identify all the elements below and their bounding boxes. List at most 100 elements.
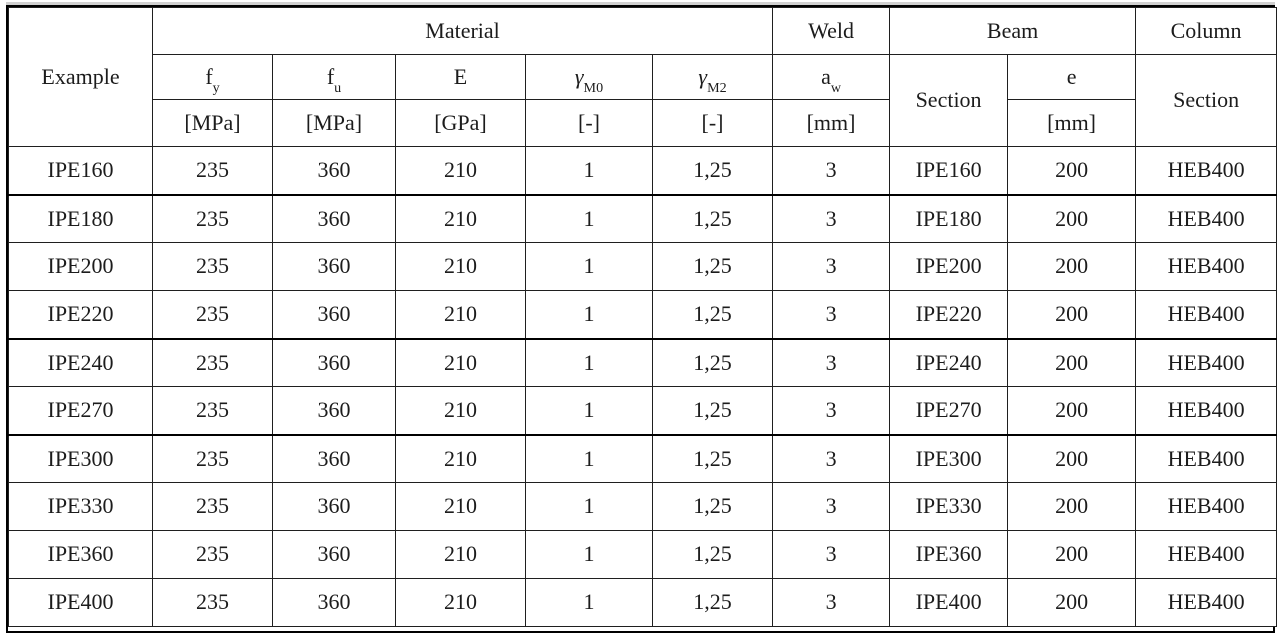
unit-aw: [mm] xyxy=(772,99,891,147)
header-example: Example xyxy=(8,7,153,147)
table-header: Example Material Weld Beam Column fy fu … xyxy=(8,7,1278,147)
table-cell: IPE300 xyxy=(889,434,1009,483)
table-cell: IPE180 xyxy=(889,194,1009,243)
table-cell: 360 xyxy=(272,530,396,579)
table-cell: 210 xyxy=(395,194,526,243)
header-fy: fy xyxy=(152,54,273,100)
table-row: IPE240 235 360 210 1 1,25 3 IPE240 200 HEB400 xyxy=(8,338,1278,387)
table-cell: IPE160 xyxy=(8,146,153,196)
table-cell: 1,25 xyxy=(651,194,774,243)
table-cell: 235 xyxy=(152,578,273,627)
table-cell: 360 xyxy=(272,242,396,291)
table-cell: 3 xyxy=(772,146,891,196)
table-cell: 1,25 xyxy=(651,338,774,387)
table-cell: 235 xyxy=(152,194,273,243)
table-cell: 360 xyxy=(272,578,396,627)
header-group-column: Column xyxy=(1135,7,1278,55)
table-cell: 360 xyxy=(272,194,396,243)
eccentricity-symbol: e xyxy=(1066,63,1077,89)
table-cell: 1,25 xyxy=(651,530,774,579)
table-cell: 200 xyxy=(1007,482,1137,531)
table-cell: 3 xyxy=(772,290,891,340)
fu-symbol: f xyxy=(326,63,335,89)
table-cell: 210 xyxy=(395,290,526,340)
table-cell: 235 xyxy=(152,434,273,483)
header-elastic-modulus: E xyxy=(395,54,526,100)
table-cell: 1,25 xyxy=(651,290,774,340)
table-cell: 210 xyxy=(395,530,526,579)
table-cell: 360 xyxy=(272,290,396,340)
table-cell: IPE240 xyxy=(889,338,1009,387)
table-cell: 1 xyxy=(525,194,653,243)
table-cell: 360 xyxy=(272,338,396,387)
table-cell: 210 xyxy=(395,338,526,387)
table-cell: 1 xyxy=(525,338,653,387)
header-eccentricity: e xyxy=(1007,54,1137,100)
header-gamma-m2: γM2 xyxy=(651,54,774,100)
table-cell: IPE160 xyxy=(889,146,1009,196)
gamma-m0-subscript: M0 xyxy=(583,79,604,96)
table-cell: IPE240 xyxy=(8,338,153,387)
table-cell: 3 xyxy=(772,578,891,627)
aw-subscript: w xyxy=(830,79,842,96)
table-cell: 200 xyxy=(1007,194,1137,243)
header-group-material: Material xyxy=(151,7,774,55)
table-cell: 3 xyxy=(772,530,891,579)
table-cell: IPE180 xyxy=(8,194,153,243)
table-cell: IPE270 xyxy=(889,386,1009,436)
table-cell: HEB400 xyxy=(1135,146,1278,196)
table-cell: 1,25 xyxy=(651,242,774,291)
unit-fy: [MPa] xyxy=(152,99,273,147)
table-cell: 235 xyxy=(152,482,273,531)
header-group-beam: Beam xyxy=(889,7,1137,55)
table-cell: 235 xyxy=(152,530,273,579)
table-cell: 200 xyxy=(1007,530,1137,579)
table-body: IPE160 235 360 210 1 1,25 3 IPE160 200 HEB400 IPE1… xyxy=(8,146,1278,627)
header-beam-section: Section xyxy=(889,54,1009,147)
table-cell: HEB400 xyxy=(1135,194,1278,243)
table-cell: 360 xyxy=(272,386,396,436)
table-cell: 1 xyxy=(525,386,653,436)
table-row: IPE270 235 360 210 1 1,25 3 IPE270 200 HEB400 xyxy=(8,386,1278,436)
table-cell: 1,25 xyxy=(651,434,774,483)
table-cell: 360 xyxy=(272,146,396,196)
table-cell: 3 xyxy=(772,338,891,387)
header-group-row: Example Material Weld Beam Column xyxy=(8,7,1278,147)
unit-eccentricity: [mm] xyxy=(1007,99,1137,147)
table-cell: 1 xyxy=(525,482,653,531)
table-cell: 1 xyxy=(525,530,653,579)
table-cell: IPE400 xyxy=(8,578,153,627)
fu-subscript: u xyxy=(334,79,342,96)
table-cell: IPE300 xyxy=(8,434,153,483)
gamma-m2-symbol: γ xyxy=(698,63,708,89)
table-cell: 3 xyxy=(772,194,891,243)
table-cell: IPE270 xyxy=(8,386,153,436)
table-cell: 360 xyxy=(272,482,396,531)
header-units-row: [MPa] [MPa] [GPa] [-] [-] [mm] [mm] xyxy=(9,99,1277,147)
table-cell: 1,25 xyxy=(651,482,774,531)
table-cell: HEB400 xyxy=(1135,578,1278,627)
table-cell: 1,25 xyxy=(651,146,774,196)
unit-gamma-m2: [-] xyxy=(651,99,774,147)
table-cell: HEB400 xyxy=(1135,386,1278,436)
header-gamma-m0: γM0 xyxy=(525,54,653,100)
table-cell: 1 xyxy=(525,290,653,340)
table-row: IPE160 235 360 210 1 1,25 3 IPE160 200 HEB400 xyxy=(8,146,1278,196)
table-cell: 1,25 xyxy=(651,386,774,436)
table-cell: IPE330 xyxy=(889,482,1009,531)
table-cell: 235 xyxy=(152,290,273,340)
table-cell: IPE220 xyxy=(889,290,1009,340)
header-fu: fu xyxy=(272,54,396,100)
table-cell: 235 xyxy=(152,146,273,196)
table-cell: HEB400 xyxy=(1135,242,1278,291)
gamma-m0-symbol: γ xyxy=(574,63,584,89)
table-cell: IPE360 xyxy=(889,530,1009,579)
table-cell: 1 xyxy=(525,434,653,483)
table-cell: 210 xyxy=(395,578,526,627)
table-cell: HEB400 xyxy=(1135,434,1278,483)
unit-elastic-modulus: [GPa] xyxy=(395,99,526,147)
table-cell: IPE330 xyxy=(8,482,153,531)
table-cell: HEB400 xyxy=(1135,530,1278,579)
table-cell: 200 xyxy=(1007,578,1137,627)
fy-symbol: f xyxy=(205,63,213,89)
